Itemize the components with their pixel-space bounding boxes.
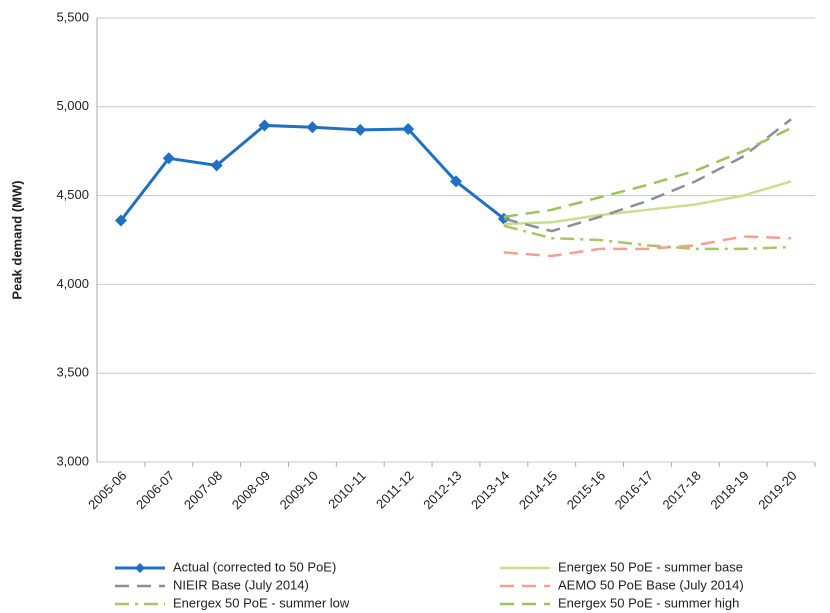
- x-tick-label: 2006-07: [133, 468, 177, 512]
- point-marker: [450, 175, 462, 188]
- series-line: [503, 224, 792, 251]
- point-marker: [354, 123, 367, 136]
- legend-label: Energex 50 PoE - summer base: [558, 559, 743, 574]
- series-line: [503, 235, 792, 258]
- point-marker: [114, 214, 127, 227]
- legend-label: Energex 50 PoE - summer low: [173, 595, 350, 610]
- series-line: [503, 180, 792, 226]
- y-tick-label: 5,000: [56, 98, 89, 113]
- y-axis-label: Peak demand (MW): [9, 180, 24, 299]
- x-tick-label: 2012-13: [420, 468, 464, 512]
- y-tick-label: 4,500: [56, 187, 89, 202]
- series-line: [503, 118, 792, 233]
- legend-label: Actual (corrected to 50 PoE): [173, 559, 336, 574]
- y-tick-label: 5,500: [56, 9, 89, 24]
- x-tick-label: 2008-09: [229, 468, 273, 512]
- x-tick-label: 2016-17: [612, 468, 656, 512]
- y-tick-label: 3,000: [56, 453, 89, 468]
- x-tick-label: 2015-16: [564, 468, 608, 512]
- point-marker: [402, 123, 415, 135]
- x-tick-label: 2005-06: [85, 468, 129, 512]
- point-marker: [306, 121, 319, 134]
- x-tick-label: 2017-18: [660, 468, 704, 512]
- x-tick-label: 2013-14: [468, 468, 512, 512]
- legend-label: Energex 50 PoE - summer high: [558, 595, 739, 610]
- y-tick-label: 4,000: [56, 276, 89, 291]
- x-tick-label: 2014-15: [516, 468, 560, 512]
- point-marker: [162, 152, 175, 165]
- x-tick-label: 2019-20: [755, 468, 799, 512]
- x-tick-label: 2009-10: [277, 468, 321, 512]
- series-line: [119, 123, 505, 222]
- x-tick-label: 2010-11: [325, 468, 369, 512]
- y-tick-label: 3,500: [56, 365, 89, 380]
- x-tick-label: 2018-19: [707, 468, 751, 512]
- x-tick-label: 2007-08: [181, 468, 225, 512]
- series-line: [503, 126, 792, 219]
- point-marker: [210, 159, 223, 172]
- point-marker: [258, 119, 271, 132]
- legend-label: AEMO 50 PoE Base (July 2014): [558, 577, 744, 592]
- x-tick-label: 2011-12: [373, 468, 417, 512]
- legend-marker: [135, 563, 145, 573]
- legend-label: NIEIR Base (July 2014): [173, 577, 309, 592]
